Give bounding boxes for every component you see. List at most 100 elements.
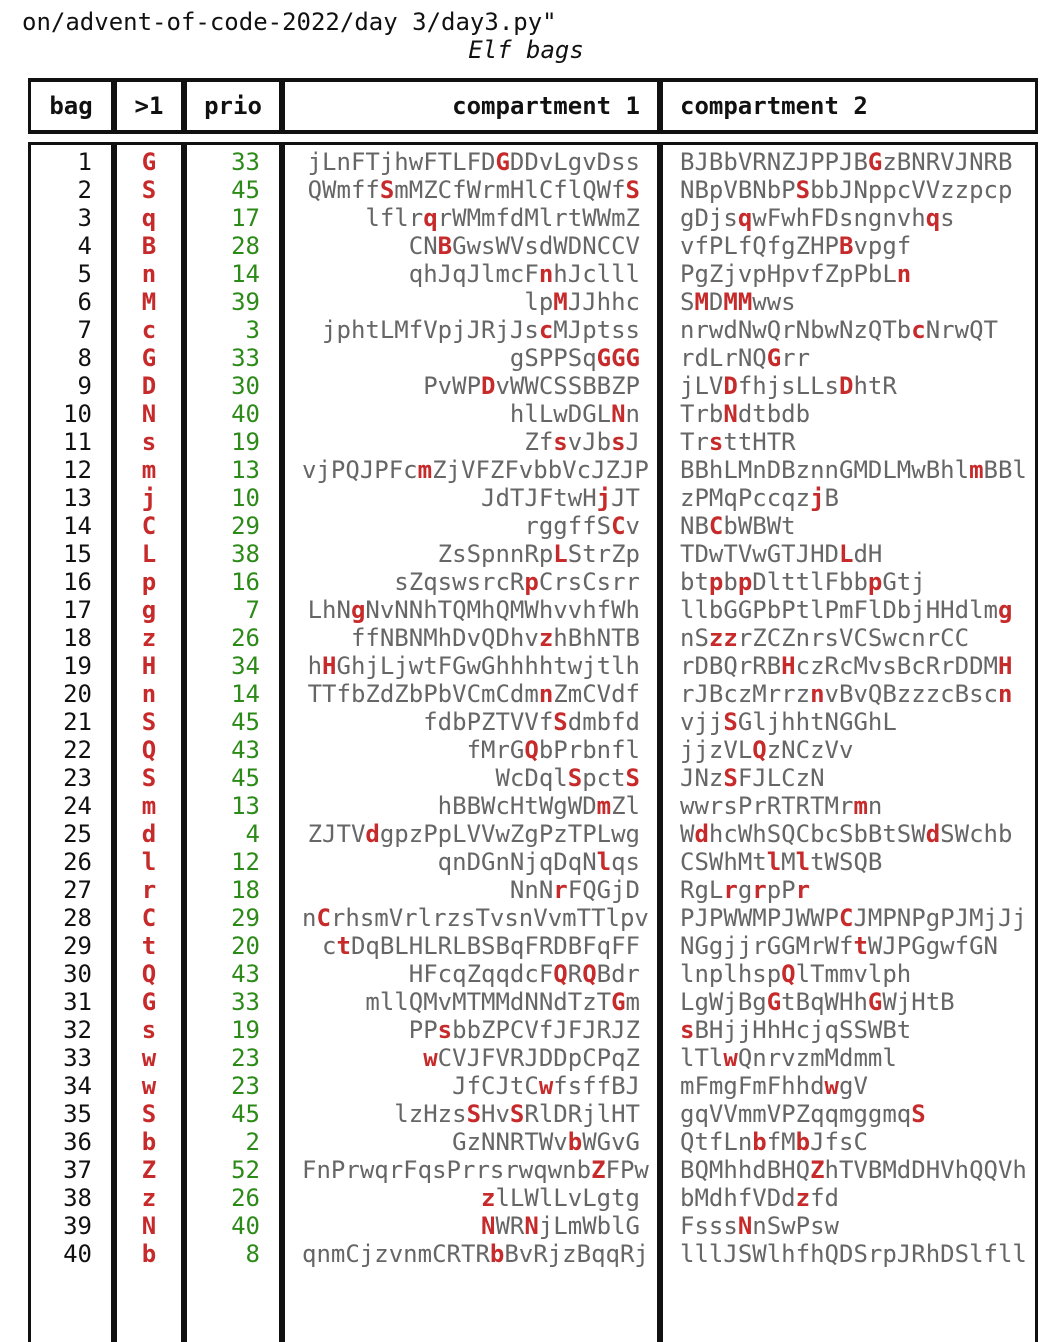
duplicate-letter: n bbox=[538, 680, 554, 708]
col-dup-cell: b bbox=[141, 1128, 157, 1156]
col-compartment-1-cell: lpMJJhhc bbox=[524, 288, 640, 316]
duplicate-letter: H bbox=[781, 652, 796, 680]
duplicate-letter: t bbox=[853, 932, 868, 960]
col-compartment-1-cell: lzHzsSHvSRlDRjlHT bbox=[394, 1100, 640, 1128]
duplicate-letter: r bbox=[553, 876, 568, 904]
col-dup-header: >1 bbox=[134, 92, 164, 120]
col-bag-cell: 40 bbox=[63, 1240, 92, 1268]
col-dup-cell: p bbox=[141, 568, 157, 596]
duplicate-letter: w bbox=[824, 1072, 839, 1100]
duplicate-letter: Q bbox=[781, 960, 796, 988]
col-prio-cell: 30 bbox=[231, 372, 260, 400]
col-compartment-1-cell: mllQMvMTMMdNNdTzTGm bbox=[365, 988, 640, 1016]
duplicate-letter: b bbox=[489, 1240, 505, 1268]
col-compartment-2-cell: BJBbVRNZJPPJBGzBNRVJNRB bbox=[680, 148, 1013, 176]
col-dup-cell: C bbox=[141, 904, 157, 932]
col-bag-cell: 8 bbox=[77, 344, 92, 372]
duplicate-letter: n bbox=[997, 680, 1013, 708]
col-compartment-1-cell: ZsSpnnRpLStrZp bbox=[437, 540, 640, 568]
duplicate-letter: s bbox=[553, 428, 568, 456]
col-compartment-1-cell: ZfsvJbsJ bbox=[524, 428, 640, 456]
col-prio-cell: 29 bbox=[231, 512, 260, 540]
col-compartment-1-cell: HFcqZqqdcFQRQBdr bbox=[408, 960, 640, 988]
col-dup-cell: g bbox=[141, 596, 157, 624]
duplicate-letter: N bbox=[723, 400, 738, 428]
col-bag-cell: 38 bbox=[63, 1184, 92, 1212]
col-prio-cell: 40 bbox=[231, 1212, 260, 1240]
col-bag-cell: 36 bbox=[63, 1128, 92, 1156]
col-prio-cell: 28 bbox=[231, 232, 260, 260]
duplicate-letter: s bbox=[708, 428, 724, 456]
col-prio-cell: 14 bbox=[231, 680, 260, 708]
col-prio-cell: 19 bbox=[231, 428, 260, 456]
col-compartment-1-cell: nCrhsmVrlrzsTvsnVvmTTlpv bbox=[302, 904, 649, 932]
col-compartment-2-cell: vfPLfQfgZHPBvpgf bbox=[680, 232, 912, 260]
col-compartment-2-body-box bbox=[660, 142, 1038, 1342]
col-bag-cell: 12 bbox=[63, 456, 92, 484]
col-bag-cell: 16 bbox=[63, 568, 92, 596]
col-dup-cell: n bbox=[141, 680, 157, 708]
col-bag-cell: 5 bbox=[77, 260, 92, 288]
duplicate-letter: t bbox=[336, 932, 351, 960]
col-prio-cell: 45 bbox=[231, 708, 260, 736]
col-dup-cell: G bbox=[141, 344, 157, 372]
col-dup-cell: Q bbox=[141, 960, 157, 988]
col-compartment-1-cell: WcDqlSpctS bbox=[495, 764, 640, 792]
col-prio-cell: 18 bbox=[231, 876, 260, 904]
col-dup-body-box bbox=[114, 142, 184, 1342]
col-compartment-1-cell: ffNBNMhDvQDhvzhBhNTB bbox=[350, 624, 640, 652]
col-prio-body-box bbox=[184, 142, 282, 1342]
col-compartment-1-cell: ctDqBLHLRLBSBqFRDBFqFF bbox=[322, 932, 640, 960]
col-dup-cell: G bbox=[141, 148, 157, 176]
col-dup-cell: L bbox=[141, 540, 157, 568]
col-compartment-2-cell: BBhLMnDBznnGMDLMwBhlmBBl bbox=[680, 456, 1027, 484]
col-compartment-1-header: compartment 1 bbox=[452, 92, 640, 120]
col-bag-header-box bbox=[28, 78, 114, 134]
duplicate-letter: N bbox=[611, 400, 626, 428]
col-bag-cell: 34 bbox=[63, 1072, 92, 1100]
col-bag-body-box bbox=[28, 142, 114, 1342]
col-dup-cell: m bbox=[141, 456, 157, 484]
col-compartment-2-cell: JNzSFJLCzN bbox=[680, 764, 825, 792]
col-compartment-1-cell: fMrGQbPrbnfl bbox=[466, 736, 640, 764]
duplicate-letter: z bbox=[481, 1184, 496, 1212]
duplicate-letter: z bbox=[723, 624, 738, 652]
duplicate-letter: G bbox=[766, 988, 782, 1016]
col-compartment-1-cell: vjPQJPFcmZjVFZFvbbVcJZJP bbox=[302, 456, 649, 484]
duplicate-letter: s bbox=[611, 428, 626, 456]
duplicate-letter: M bbox=[723, 288, 738, 316]
col-prio-cell: 16 bbox=[231, 568, 260, 596]
col-bag-cell: 37 bbox=[63, 1156, 92, 1184]
col-compartment-2-cell: jLVDfhjsLLsDhtR bbox=[680, 372, 897, 400]
col-prio-cell: 7 bbox=[245, 596, 260, 624]
duplicate-letter: r bbox=[723, 876, 738, 904]
col-compartment-2-cell: zPMqPccqzjB bbox=[680, 484, 839, 512]
col-dup-cell: d bbox=[141, 820, 157, 848]
col-dup-cell: r bbox=[141, 876, 157, 904]
duplicate-letter: l bbox=[795, 848, 811, 876]
col-prio-cell: 33 bbox=[231, 988, 260, 1016]
col-dup-cell: q bbox=[141, 204, 157, 232]
col-bag-cell: 13 bbox=[63, 484, 92, 512]
col-compartment-2-cell: rdLrNQGrr bbox=[680, 344, 811, 372]
col-dup-cell: s bbox=[141, 428, 157, 456]
duplicate-letter: w bbox=[423, 1044, 438, 1072]
duplicate-letter: d bbox=[694, 820, 709, 848]
col-bag-cell: 28 bbox=[63, 904, 92, 932]
duplicate-letter: G bbox=[625, 344, 640, 372]
col-compartment-1-header-box bbox=[282, 78, 660, 134]
duplicate-letter: G bbox=[867, 988, 883, 1016]
col-dup-cell: l bbox=[141, 848, 157, 876]
col-compartment-2-cell: sBHjjHhHcjqSSWBt bbox=[680, 1016, 912, 1044]
duplicate-letter: N bbox=[737, 1212, 753, 1240]
duplicate-letter: S bbox=[723, 764, 738, 792]
duplicate-letter: g bbox=[997, 596, 1013, 624]
col-dup-cell: t bbox=[141, 932, 157, 960]
col-prio-cell: 14 bbox=[231, 260, 260, 288]
duplicate-letter: Z bbox=[810, 1156, 825, 1184]
duplicate-letter: p bbox=[524, 568, 539, 596]
col-bag-header: bag bbox=[49, 92, 93, 120]
duplicate-letter: r bbox=[795, 876, 811, 904]
col-compartment-1-cell: qhJqJlmcFnhJclll bbox=[408, 260, 640, 288]
col-compartment-1-body-box bbox=[282, 142, 660, 1342]
